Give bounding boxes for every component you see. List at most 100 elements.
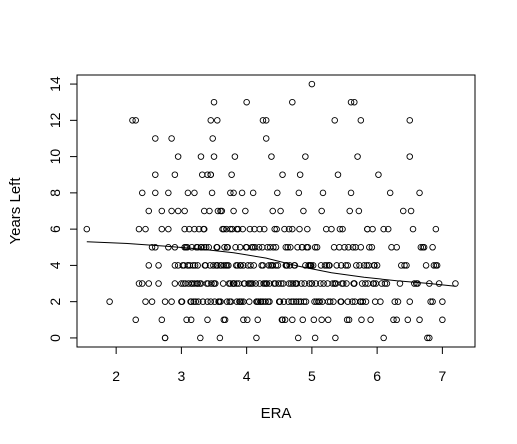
- data-point: [262, 298, 269, 305]
- data-point: [199, 298, 207, 305]
- data-point: [320, 280, 327, 287]
- data-point: [363, 262, 370, 269]
- data-point: [191, 189, 198, 197]
- x-tick-label: 5: [308, 368, 316, 384]
- data-point: [355, 207, 363, 215]
- data-point: [252, 280, 260, 287]
- data-point: [308, 80, 316, 88]
- data-point: [343, 280, 350, 287]
- data-point: [306, 280, 313, 287]
- data-point: [158, 316, 166, 324]
- data-point: [349, 244, 357, 251]
- data-point: [266, 298, 273, 305]
- data-point: [142, 225, 149, 233]
- data-point: [187, 280, 195, 287]
- data-point: [236, 262, 244, 269]
- data-point: [260, 280, 267, 287]
- data-point: [190, 298, 198, 305]
- data-point: [262, 135, 270, 142]
- data-point: [289, 98, 296, 106]
- data-point: [406, 153, 414, 160]
- data-point: [161, 298, 169, 305]
- data-point: [313, 244, 321, 251]
- data-point: [301, 280, 308, 287]
- data-point: [187, 298, 194, 305]
- data-point: [249, 189, 257, 197]
- data-point: [197, 334, 204, 342]
- data-point: [181, 225, 188, 233]
- data-point: [344, 262, 352, 269]
- data-point: [152, 189, 159, 197]
- data-point: [199, 171, 206, 178]
- data-point: [233, 298, 241, 305]
- data-point: [377, 298, 384, 305]
- data-point: [208, 280, 215, 287]
- data-point: [294, 334, 302, 342]
- data-point: [422, 262, 430, 269]
- data-point: [253, 334, 260, 342]
- data-point: [210, 262, 217, 269]
- data-point: [333, 262, 340, 269]
- y-tick-label: 8: [47, 189, 63, 197]
- data-point: [135, 225, 143, 233]
- data-point: [380, 225, 387, 233]
- data-point: [406, 298, 414, 305]
- data-point: [106, 298, 113, 305]
- data-point: [336, 244, 343, 251]
- data-point: [200, 225, 207, 233]
- data-point: [227, 189, 234, 197]
- data-point: [152, 171, 159, 178]
- data-point: [280, 298, 288, 305]
- data-point: [238, 298, 245, 305]
- data-point: [289, 225, 296, 233]
- data-point: [239, 225, 246, 233]
- x-axis: 2 3 4 5 6 7: [112, 346, 446, 384]
- data-point: [287, 280, 295, 287]
- data-point: [391, 298, 398, 305]
- data-point: [250, 262, 258, 269]
- y-axis-label: Years Left: [7, 177, 24, 245]
- data-point: [224, 244, 231, 251]
- data-point: [203, 280, 211, 287]
- data-point: [429, 298, 436, 305]
- data-point: [158, 207, 166, 215]
- data-point: [430, 262, 438, 269]
- data-point: [148, 244, 156, 251]
- y-tick-label: 10: [47, 149, 63, 165]
- data-point: [339, 225, 346, 233]
- data-point: [181, 207, 188, 215]
- data-point: [452, 280, 459, 287]
- data-point: [373, 262, 381, 269]
- data-point: [188, 244, 196, 251]
- data-point: [152, 244, 159, 251]
- data-point: [145, 280, 153, 287]
- data-point: [251, 225, 258, 233]
- data-point: [194, 280, 201, 287]
- data-point: [429, 244, 436, 251]
- data-point: [386, 189, 394, 197]
- data-point: [325, 262, 333, 269]
- data-point: [269, 262, 276, 269]
- data-point: [256, 280, 263, 287]
- data-point: [207, 298, 215, 305]
- data-point: [356, 262, 363, 269]
- data-point: [366, 244, 373, 251]
- data-point: [184, 262, 192, 269]
- data-point: [216, 334, 224, 342]
- data-point: [277, 207, 284, 215]
- data-point: [236, 298, 243, 305]
- data-point: [310, 316, 318, 324]
- data-point: [206, 207, 213, 215]
- data-point: [210, 153, 218, 160]
- data-point: [358, 316, 365, 324]
- data-point: [207, 117, 215, 124]
- data-point: [393, 244, 400, 251]
- data-point: [409, 225, 417, 233]
- data-point: [324, 280, 331, 287]
- data-point: [435, 280, 443, 287]
- data-point: [364, 225, 371, 233]
- data-point: [283, 262, 290, 269]
- data-point: [398, 262, 405, 269]
- data-point: [185, 225, 193, 233]
- data-point: [262, 280, 270, 287]
